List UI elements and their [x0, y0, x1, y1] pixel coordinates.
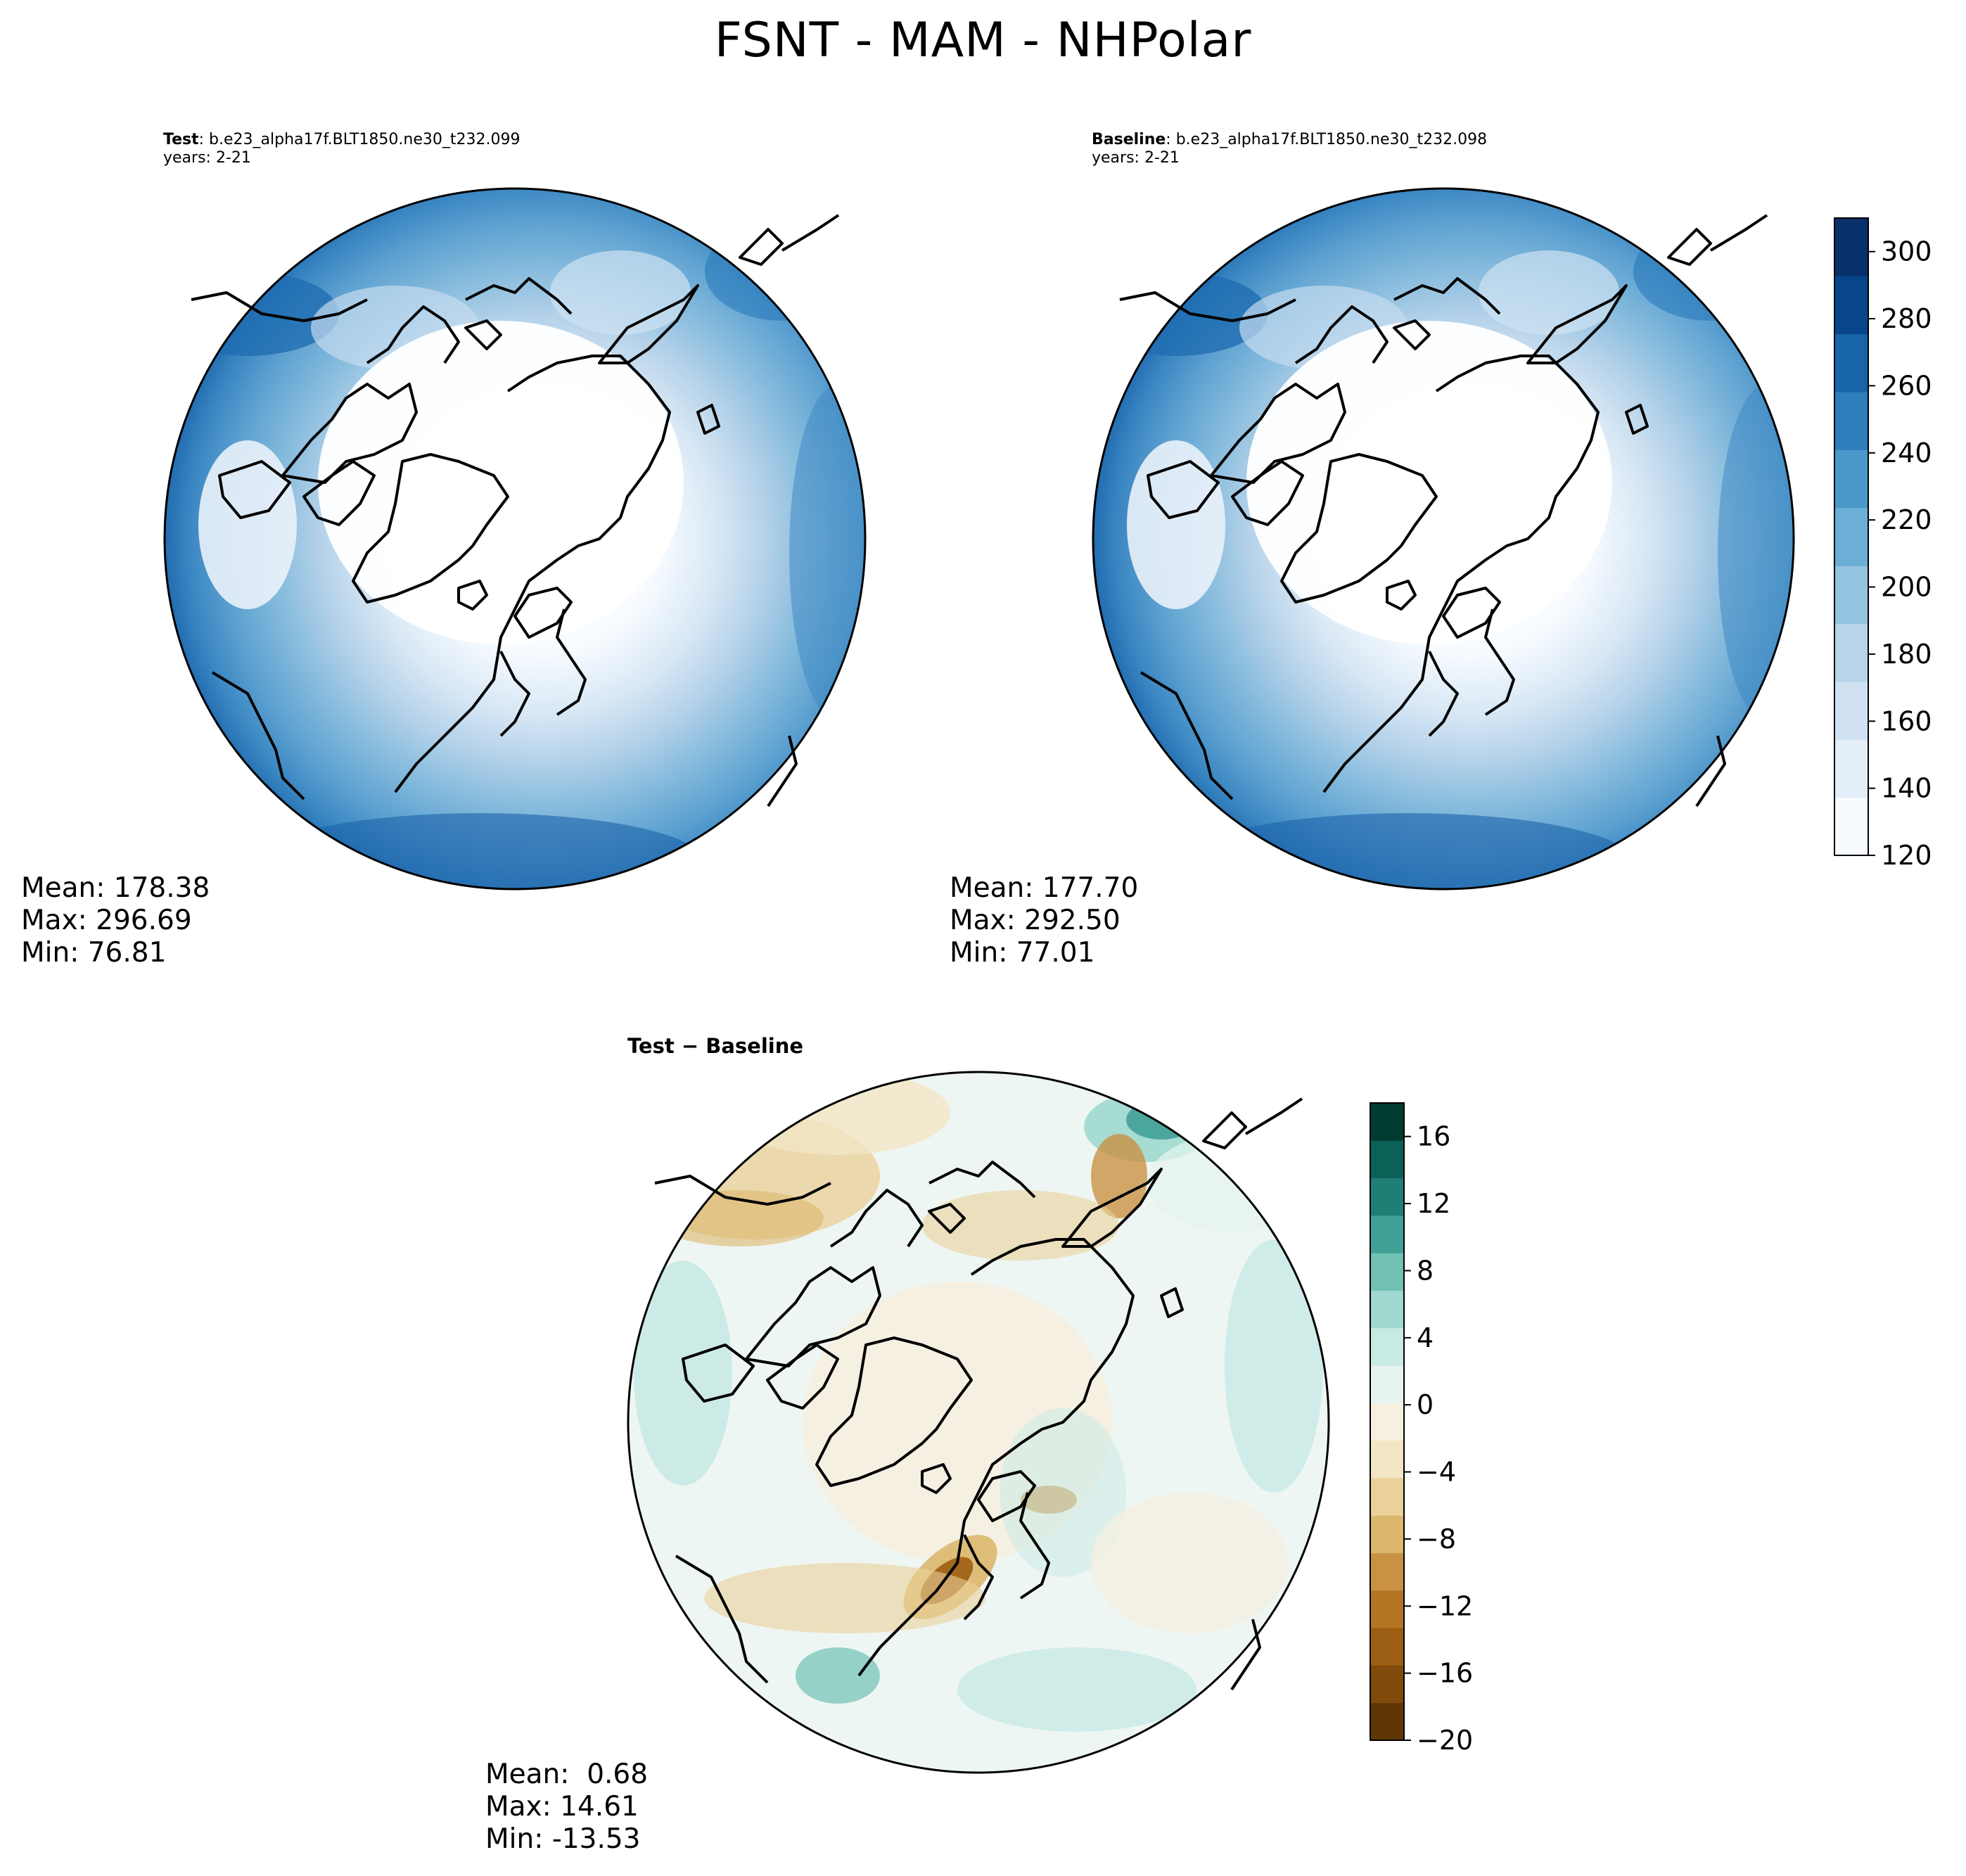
test-baseline-colorbar-swatch: [1834, 218, 1868, 276]
test-case-name: : b.e23_alpha17f.BLT1850.ne30_t232.099: [198, 131, 521, 148]
diff-colorbar-tick-label: −16: [1417, 1658, 1473, 1689]
baseline-case-name: : b.e23_alpha17f.BLT1850.ne30_t232.098: [1166, 131, 1488, 148]
test-baseline-colorbar-tick-label: 220: [1881, 504, 1932, 535]
test-baseline-colorbar-swatch: [1834, 392, 1868, 450]
diff-stats: Mean: 0.68 Max: 14.61 Min: -13.53: [485, 1759, 648, 1856]
test-baseline-colorbar-swatch: [1834, 623, 1868, 682]
diff-colorbar-swatch: [1370, 1440, 1404, 1479]
test-stat-min: Min: 76.81: [21, 937, 167, 969]
diff-colorbar-frame: [1370, 1102, 1405, 1741]
diff-colorbar-swatch: [1370, 1178, 1404, 1216]
baseline-stats: Mean: 177.70 Max: 292.50 Min: 77.01: [950, 872, 1138, 969]
diff-colorbar-swatch: [1370, 1327, 1404, 1366]
diff-colorbar-swatch: [1370, 1140, 1404, 1179]
test-baseline-colorbar-swatch: [1834, 797, 1868, 856]
diff-panel-title: Test − Baseline: [627, 1034, 804, 1058]
diff-polar-map: [627, 1071, 1330, 1774]
diff-colorbar-swatch: [1370, 1290, 1404, 1329]
baseline-panel-title: Baseline: b.e23_alpha17f.BLT1850.ne30_t2…: [1092, 131, 1487, 167]
test-years: years: 2-21: [163, 149, 251, 167]
test-baseline-colorbar-tick-label: 240: [1881, 438, 1932, 468]
diff-colorbar-swatch: [1370, 1253, 1404, 1291]
diff-stat-mean: Mean: 0.68: [485, 1759, 649, 1790]
test-polar-map: [163, 187, 867, 891]
coastline-north-america: [218, 460, 291, 519]
diff-colorbar-swatch: [1370, 1103, 1404, 1141]
test-baseline-colorbar-swatch: [1834, 333, 1868, 393]
baseline-stat-max: Max: 292.50: [950, 905, 1121, 936]
diff-colorbar-swatch: [1370, 1628, 1404, 1666]
diff-colorbar-tick-label: 4: [1417, 1322, 1434, 1353]
diff-colorbar-tick-label: −20: [1417, 1725, 1473, 1756]
test-panel-title: Test: b.e23_alpha17f.BLT1850.ne30_t232.0…: [163, 131, 520, 167]
diff-colorbar-tick-label: 0: [1417, 1389, 1434, 1420]
test-baseline-colorbar-swatch: [1834, 507, 1868, 566]
test-baseline-colorbar-tick-label: 300: [1881, 236, 1932, 267]
test-baseline-colorbar-frame: [1834, 217, 1869, 856]
test-stat-mean: Mean: 178.38: [21, 872, 210, 904]
test-stat-max: Max: 296.69: [21, 905, 192, 936]
baseline-stat-mean: Mean: 177.70: [950, 872, 1139, 904]
diff-colorbar-tick-label: −12: [1417, 1590, 1473, 1621]
diff-colorbar-swatch: [1370, 1215, 1404, 1253]
test-baseline-colorbar-tick-label: 260: [1881, 370, 1932, 401]
diff-colorbar-tick-label: −8: [1417, 1524, 1456, 1555]
baseline-stat-min: Min: 77.01: [950, 937, 1095, 969]
test-baseline-colorbar: 120 140 160 180 200 220 240 260 280 300: [1834, 217, 1932, 871]
diff-colorbar-swatch: [1370, 1665, 1404, 1704]
diff-stat-min: Min: -13.53: [485, 1823, 641, 1855]
test-baseline-colorbar-tick-label: 140: [1881, 773, 1932, 804]
diff-colorbar-swatch: [1370, 1590, 1404, 1628]
diff-colorbar-tick-label: −4: [1417, 1457, 1456, 1488]
test-baseline-colorbar-swatch: [1834, 739, 1868, 798]
test-baseline-colorbar-tick-label: 200: [1881, 572, 1932, 603]
figure-title: FSNT - MAM - NHPolar: [714, 13, 1252, 68]
test-baseline-colorbar-swatch: [1834, 566, 1868, 625]
test-baseline-colorbar-tick-label: 280: [1881, 303, 1932, 334]
diff-colorbar-tick-label: 8: [1417, 1255, 1434, 1286]
baseline-label: Baseline: [1092, 131, 1166, 148]
test-baseline-colorbar-tick-label: 180: [1881, 639, 1932, 670]
test-baseline-colorbar-swatch: [1834, 276, 1868, 335]
diff-colorbar: −20 −16 −12 −8 −4 0 4 8 12 16: [1370, 1102, 1473, 1756]
diff-colorbar-swatch: [1370, 1702, 1404, 1741]
test-stats: Mean: 178.38 Max: 296.69 Min: 76.81: [21, 872, 210, 969]
test-baseline-colorbar-swatch: [1834, 681, 1868, 740]
diff-colorbar-tick-label: 16: [1417, 1121, 1450, 1152]
diff-colorbar-swatch: [1370, 1477, 1404, 1516]
diff-stat-max: Max: 14.61: [485, 1791, 639, 1823]
diff-colorbar-tick-label: 12: [1417, 1188, 1450, 1219]
test-baseline-colorbar-tick-label: 120: [1881, 840, 1932, 871]
test-label: Test: [163, 131, 199, 148]
diff-colorbar-swatch: [1370, 1403, 1404, 1441]
test-baseline-colorbar-tick-label: 160: [1881, 706, 1932, 736]
baseline-polar-map: [1092, 187, 1795, 891]
baseline-years: years: 2-21: [1092, 149, 1180, 167]
test-baseline-colorbar-swatch: [1834, 449, 1868, 509]
diff-colorbar-swatch: [1370, 1365, 1404, 1403]
diff-colorbar-swatch: [1370, 1515, 1404, 1554]
diff-colorbar-swatch: [1370, 1552, 1404, 1591]
